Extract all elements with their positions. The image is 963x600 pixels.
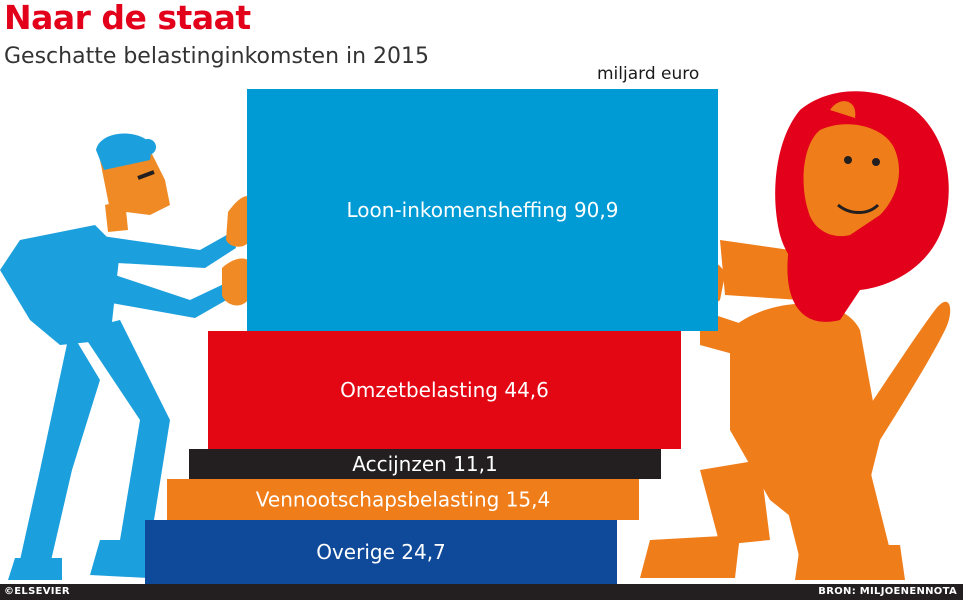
man-pushing-icon	[0, 133, 254, 580]
credit-label: ©ELSEVIER	[4, 586, 70, 597]
data-label-overige: Overige 24,7	[316, 540, 446, 564]
footer-bar: ©ELSEVIER BRON: MILJOENENNOTA	[0, 584, 963, 600]
bar-accijnzen	[189, 449, 661, 479]
unit-label: miljard euro	[597, 64, 700, 84]
data-label-accijnzen: Accijnzen 11,1	[352, 452, 497, 476]
chart-title: Naar de staat	[4, 0, 251, 37]
data-label-omzetbelasting: Omzetbelasting 44,6	[340, 378, 549, 402]
bar-overige	[145, 520, 617, 584]
data-label-loon-inkomensheffing: Loon-inkomensheffing 90,9	[347, 198, 619, 222]
bar-vennootschapsbelasting	[167, 479, 639, 520]
bar-loon-inkomensheffing	[247, 89, 718, 331]
data-label-vennootschapsbelasting: Vennootschapsbelasting 15,4	[256, 488, 550, 512]
source-label: BRON: MILJOENENNOTA	[818, 586, 957, 597]
chart-subtitle: Geschatte belastinginkomsten in 2015	[4, 44, 430, 69]
lion-icon	[640, 91, 951, 580]
bar-omzetbelasting	[208, 331, 681, 449]
